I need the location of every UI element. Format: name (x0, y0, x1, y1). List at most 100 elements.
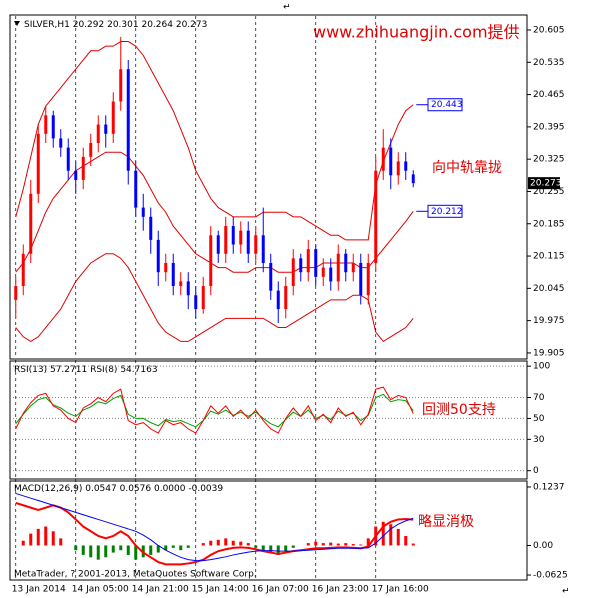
candle-body (344, 253, 348, 273)
label-box (427, 98, 463, 112)
histogram-bar (359, 544, 363, 546)
open-value: 20.292 (73, 20, 105, 30)
histogram-bar (51, 531, 55, 546)
y-tick-label: 20.185 (533, 219, 565, 229)
histogram-bar (59, 538, 63, 546)
candle-body (134, 170, 138, 208)
histogram-bar (224, 538, 228, 546)
histogram-bar (111, 545, 115, 553)
x-tick-label: 16 Jan 23:00 (312, 585, 369, 595)
histogram-bar (201, 543, 205, 546)
histogram-bar (89, 545, 93, 558)
histogram-bar (351, 544, 355, 546)
candle-body (66, 147, 70, 171)
histogram-bar (321, 543, 325, 546)
candle-body (239, 230, 243, 245)
candle-body (359, 262, 363, 296)
candle-body (156, 239, 160, 273)
candle-body (81, 156, 85, 180)
y-tick-label: 20.255 (533, 187, 565, 197)
candle-body (261, 235, 265, 263)
histogram-bar (261, 545, 265, 551)
y-tick-label: 0.00 (533, 541, 553, 551)
x-tick-label: 14 Jan 05:00 (72, 585, 129, 595)
annotation: 回测50支持 (422, 402, 496, 418)
candle-body (141, 207, 145, 217)
candle-body (299, 258, 303, 273)
candle-body (21, 253, 25, 287)
candle-body (321, 267, 325, 277)
histogram-bar (164, 545, 168, 551)
x-tick-label: 15 Jan 14:00 (192, 585, 249, 595)
candle-body (104, 124, 108, 134)
histogram-bar (21, 540, 25, 546)
watermark: www.zhihuangjin.com提供 (313, 23, 520, 42)
histogram-bar (126, 545, 130, 555)
histogram-bar (171, 545, 175, 548)
histogram-bar (104, 545, 108, 558)
band-label: 20.443 (431, 100, 463, 110)
y-tick-label: 20.605 (533, 25, 565, 35)
y-tick-label: 20.465 (533, 90, 565, 100)
y-tick-label: 70 (533, 393, 545, 403)
histogram-bar (276, 545, 280, 555)
candle-body (246, 230, 250, 254)
histogram-bar (291, 545, 295, 548)
candle-body (186, 281, 190, 296)
histogram-bar (74, 545, 78, 551)
histogram-bar (119, 545, 123, 551)
line (15, 386, 414, 434)
candle-body (366, 262, 370, 296)
candle-body (216, 235, 220, 254)
y-tick-label: 50 (533, 414, 545, 424)
symbol: SILVER,H1 (24, 20, 70, 30)
candle-body (336, 253, 340, 282)
candle-body (231, 226, 235, 245)
candle-body (194, 295, 198, 310)
candle-body (389, 147, 393, 176)
candle-body (381, 147, 385, 171)
legend-value: 0.0547 (85, 484, 117, 494)
line (15, 253, 414, 343)
candle-body (74, 170, 78, 180)
candle-body (351, 262, 355, 273)
histogram-bar (254, 545, 258, 548)
histogram-bar (44, 526, 48, 546)
price-box (528, 177, 560, 190)
histogram-bar (314, 541, 318, 546)
y-tick-label: -0.0625 (533, 571, 568, 581)
candle-body (284, 286, 288, 310)
line (15, 501, 414, 566)
y-tick-label: 20.325 (533, 155, 565, 165)
histogram-bar (239, 541, 243, 546)
histogram-bar (231, 540, 235, 546)
candle-body (29, 193, 33, 254)
candle-body (164, 262, 168, 273)
candle-body (306, 249, 310, 273)
annotation: 略显消极 (418, 514, 474, 530)
histogram-bar (156, 545, 160, 553)
legend-value: 54.7163 (120, 365, 157, 375)
legend-value: 57.2711 (50, 365, 87, 375)
candle-body (314, 249, 318, 277)
y-tick-label: 100 (533, 362, 550, 372)
y-tick-label: 20.395 (533, 122, 565, 132)
y-tick-label: 0 (533, 466, 539, 476)
macd-pane (9, 480, 528, 581)
candle-body (224, 226, 228, 254)
histogram-bar (344, 543, 348, 546)
histogram-bar (306, 543, 310, 546)
main-header: SILVER,H1 20.292 20.301 20.264 20.273 (24, 20, 207, 30)
candle-body (96, 124, 100, 144)
y-tick-label: 0.1237 (533, 482, 565, 492)
candle-body (59, 138, 63, 148)
candle-body (36, 133, 40, 194)
x-tick-label: 17 Jan 16:00 (372, 585, 429, 595)
candle-body (119, 69, 123, 102)
histogram-bar (134, 545, 138, 560)
histogram-bar (29, 533, 33, 546)
label-box (427, 204, 463, 218)
histogram-bar (284, 545, 288, 552)
x-tick-label: 14 Jan 21:00 (132, 585, 189, 595)
